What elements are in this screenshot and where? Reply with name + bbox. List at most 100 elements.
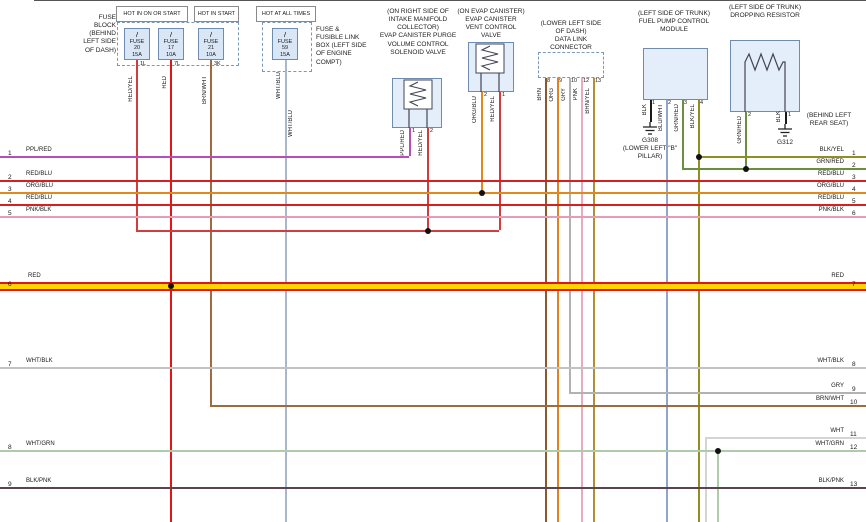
vent-valve-caption: (ON EVAP CANISTER) EVAP CANISTER VENT CO…: [456, 8, 526, 41]
dlc-pin-number: 9: [559, 78, 563, 84]
fuse-21-pin-id: 3K: [214, 61, 221, 67]
right-tag-number: 3: [852, 174, 856, 181]
right-tag-label: RED/BLU: [817, 195, 844, 201]
junction-dot: [425, 228, 431, 234]
purge-valve-caption: (ON RIGHT SIDE OF INTAKE MANIFOLD COLLEC…: [376, 8, 460, 57]
wire-pnk-dlc: [581, 78, 583, 522]
left-tag-label: BLK/PNK: [26, 478, 52, 484]
fuse-amperage: 15A: [132, 51, 142, 58]
right-tag-label: RED: [831, 273, 844, 279]
wire-red-fuse17: [170, 60, 172, 522]
row-wht: [705, 437, 866, 439]
wire-wht-blu-fuse59: [285, 60, 287, 522]
solenoid-icon: [403, 79, 433, 128]
right-tag-number: 7: [852, 281, 856, 288]
right-tag-number: 12: [850, 444, 858, 451]
right-tag-number: 13: [850, 481, 858, 488]
dropping-resistor-box: [730, 40, 800, 112]
fuse-icon: [283, 31, 287, 38]
left-tag-label: RED: [28, 273, 41, 279]
resistor-pin-1-number: 1: [788, 112, 792, 118]
row-org-blu: [0, 192, 866, 194]
right-tag-number: 9: [852, 386, 856, 393]
dlc-box: [538, 52, 604, 78]
fpcm-pin-number: 3: [684, 100, 688, 106]
left-tag-label: RED/BLU: [26, 171, 53, 177]
left-tag-label: WHT/GRN: [26, 441, 55, 447]
purge-pin-1-number: 1: [412, 128, 416, 134]
left-tag-number: 5: [8, 210, 12, 217]
fuse-20-pin-id: 1L: [140, 61, 147, 67]
fuse-59-box: FUSE 59 15A: [272, 28, 298, 60]
wire-label-ppl-red: PPL/RED: [400, 130, 406, 156]
left-tag-number: 6: [8, 281, 12, 288]
right-tag-number: 1: [852, 150, 856, 157]
right-tag-label: GRY: [831, 383, 844, 389]
wire-brn-dlc: [545, 78, 547, 522]
left-tag-label: ORG/BLU: [26, 183, 54, 189]
fuse-title: FUSE: [203, 39, 219, 45]
vent-valve-name: EVAP CANISTER VENT CONTROL VALVE: [465, 16, 517, 40]
wire-brn-yel-dlc: [593, 78, 595, 522]
wire-label-red-yel: RED/YEL: [128, 76, 134, 102]
row-blk-yel: [698, 156, 866, 158]
right-tag-label: BLK/YEL: [819, 147, 844, 153]
wire-red-yel-vent: [499, 92, 501, 230]
wire-label-red-yel-3: RED/YEL: [490, 96, 496, 122]
left-tag-label: PPL/RED: [26, 147, 52, 153]
right-tag-number: 6: [852, 210, 856, 217]
wire-grn-red-fpcm: [682, 100, 684, 168]
left-tag-number: 1: [8, 150, 12, 157]
fuse-icon: [135, 31, 139, 38]
vent-pin-1-number: 1: [502, 92, 506, 98]
left-tag-number: 3: [8, 186, 12, 193]
vent-pin-2-number: 2: [484, 92, 488, 98]
purge-valve-name: EVAP CANISTER PURGE VOLUME CONTROL SOLEN…: [379, 32, 457, 56]
right-tag-label: WHT/GRN: [815, 441, 844, 447]
right-tag-label: PNK/BLK: [818, 207, 844, 213]
wire-label-pnk: PNK: [573, 88, 579, 101]
wire-label-grn-red: GRN/RED: [674, 104, 680, 132]
right-tag-number: 11: [850, 431, 857, 438]
wire-gry-dlc: [569, 78, 571, 392]
fuse-title: FUSE: [129, 39, 145, 45]
fuse-number: 20: [133, 45, 141, 52]
left-tag-number: 7: [8, 361, 12, 368]
wire-org-dlc: [557, 78, 559, 522]
fuse-17-pin-id: 7L: [174, 61, 181, 67]
fuse-block-dashed-box: [117, 22, 239, 66]
wire-brn-wht-fuse21: [210, 60, 212, 405]
dlc-name: DATA LINK CONNECTOR: [550, 36, 592, 52]
ground-location-g308: (LOWER LEFT "B" PILLAR): [622, 145, 678, 161]
left-tag-number: 9: [8, 481, 12, 488]
left-tag-number: 8: [8, 444, 12, 451]
vent-valve-location: (ON EVAP CANISTER): [457, 8, 525, 15]
wire-red-yel-purge: [427, 128, 429, 230]
junction-dot: [168, 283, 174, 289]
wire-label-blk-2: BLK: [776, 111, 782, 123]
left-tag-label: RED/BLU: [26, 195, 53, 201]
right-tag-label: WHT: [830, 428, 844, 434]
row-grn-red: [682, 168, 866, 170]
right-tag-label: GRN/RED: [816, 159, 844, 165]
fpcm-pin-number: 4: [700, 100, 704, 106]
right-tag-number: 8: [852, 361, 856, 368]
header-hot-in-on-or-start: HOT IN ON OR START: [116, 6, 188, 22]
dlc-location: (LOWER LEFT SIDE OF DASH): [540, 20, 602, 36]
row-red-blu-2: [0, 204, 866, 206]
wire-wht-grn-branch: [717, 450, 719, 522]
wire-label-blk: BLK: [642, 104, 648, 116]
fusible-link-box-label: FUSE & FUSIBLE LINK BOX (LEFT SIDE OF EN…: [316, 26, 367, 66]
row-wht-blk: [0, 367, 866, 369]
wire-label-wht-blu-2: WHT/BLU: [288, 110, 294, 137]
purge-valve-location: (ON RIGHT SIDE OF INTAKE MANIFOLD COLLEC…: [387, 8, 449, 32]
fpcm-caption: (LEFT SIDE OF TRUNK) FUEL PUMP CONTROL M…: [626, 10, 722, 34]
dropping-resistor-caption: (LEFT SIDE OF TRUNK) DROPPING RESISTOR: [718, 4, 812, 20]
row-wht-grn: [0, 450, 866, 452]
right-tag-number: 10: [850, 399, 858, 406]
fuse-17-box: FUSE 17 10A: [158, 28, 184, 60]
right-tag-label: ORG/BLU: [816, 183, 844, 189]
wire-label-red-yel-2: RED/YEL: [418, 130, 424, 156]
junction-dot: [743, 166, 749, 172]
